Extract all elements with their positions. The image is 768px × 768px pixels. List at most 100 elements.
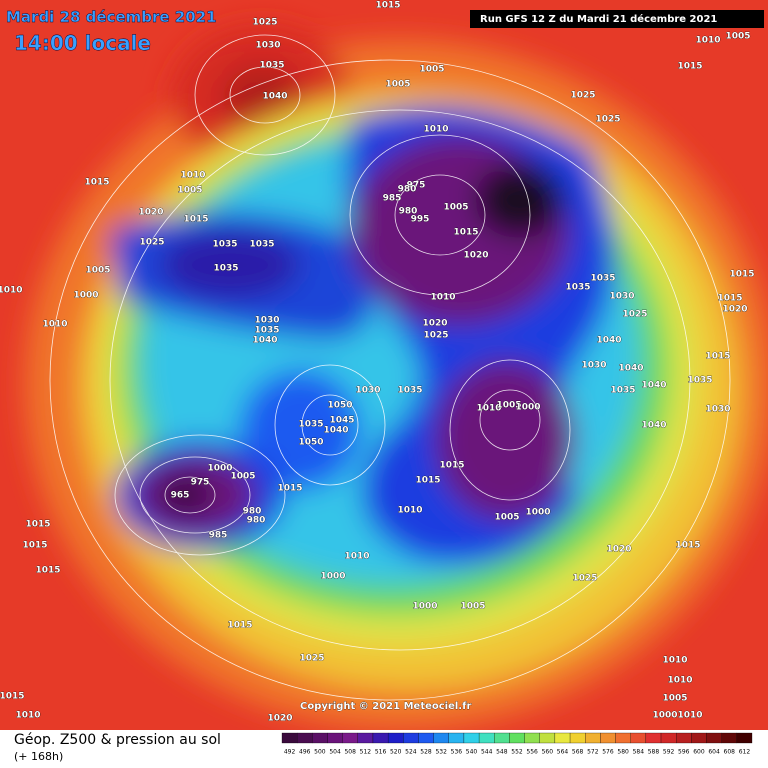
isobar-label: 1015 [439, 461, 464, 471]
isobar-label: 995 [411, 215, 430, 225]
colorbar-tick-label: 504 [329, 749, 341, 756]
colorbar-cell [539, 732, 556, 744]
isobar-label: 1005 [460, 602, 485, 612]
colorbar-cell [509, 732, 525, 744]
copyright: Copyright © 2021 Meteociel.fr [300, 701, 471, 712]
colorbar-tick-label: 540 [466, 749, 478, 756]
isobar-label: 1035 [590, 274, 615, 284]
colorbar-cell [463, 732, 480, 744]
colorbar-cell [721, 732, 737, 744]
isobar-label: 965 [171, 491, 190, 501]
isobar-label: 1000 [525, 508, 550, 518]
colorbar-cell [342, 732, 358, 744]
colorbar-tick-label: 608 [724, 749, 736, 756]
colorbar-cell [706, 732, 722, 744]
isobar-label: 1020 [722, 305, 747, 315]
isobar-label: 1020 [606, 545, 631, 555]
isobar-label: 1040 [641, 421, 666, 431]
colorbar-cell [736, 732, 753, 744]
isobar-label: 1050 [298, 438, 323, 448]
isobar-label: 1005 [443, 203, 468, 213]
colorbar-tick-label: 524 [405, 749, 417, 756]
colorbar-tick-label: 512 [360, 749, 372, 756]
date: Mardi 28 décembre 2021 [6, 8, 217, 26]
isobar-label: 980 [247, 516, 266, 526]
colorbar-cell [448, 732, 465, 744]
colorbar-cell [312, 732, 328, 744]
colorbar-tick-label: 584 [633, 749, 645, 756]
isobar-label: 1025 [572, 574, 597, 584]
isobar-label: 1025 [299, 654, 324, 664]
isobar-label: 975 [407, 181, 426, 191]
colorbar-tick-label: 508 [344, 749, 356, 756]
colorbar-cell [676, 732, 692, 744]
colorbar-tick-label: 612 [739, 749, 751, 756]
colorbar-tick-label: 556 [526, 749, 538, 756]
colorbar-tick-label: 496 [299, 749, 311, 756]
isobar-labels: 1015102510301035104010051005102510251010… [0, 0, 755, 724]
isobar-label: 1010 [397, 506, 422, 516]
isobar-label: 1005 [177, 186, 202, 196]
isobar-label: 1010 [15, 711, 40, 721]
isobar-label: 1035 [687, 376, 712, 386]
isobar-label: 1015 [0, 692, 25, 702]
isobar-label: 1000 [73, 291, 98, 301]
isobar-label: 1030 [705, 405, 730, 415]
footer-title: Géop. Z500 & pression au sol [14, 732, 221, 748]
isobar-label: 1020 [138, 208, 163, 218]
isobar-label: 1000 [207, 464, 232, 474]
isobar-label: 1010 [42, 320, 67, 330]
isobar-label: 1040 [262, 92, 287, 102]
run-info: Run GFS 12 Z du Mardi 21 décembre 2021 [480, 13, 717, 25]
isobar-label: 1000 [320, 572, 345, 582]
colorbar-tick-label: 580 [617, 749, 629, 756]
isobar-label: 1000 [412, 602, 437, 612]
colorbar-cell [585, 732, 601, 744]
colorbar-cell [600, 732, 616, 744]
isobar-label: 1030 [581, 361, 606, 371]
isobar-label: 1020 [267, 714, 292, 724]
isobar-label: 1040 [596, 336, 621, 346]
colorbar-tick-label: 548 [496, 749, 508, 756]
isobar-label: 1035 [259, 61, 284, 71]
isobar-label: 1005 [662, 694, 687, 704]
colorbar-cell [418, 732, 434, 744]
colorbar-cell [478, 732, 495, 744]
colorbar-cell [403, 732, 419, 744]
isobar-label: 1015 [729, 270, 754, 280]
isobar-label: 1010 [476, 404, 501, 414]
isobar-label: 1010 [0, 286, 23, 296]
isobar-label: 1035 [610, 386, 635, 396]
isobar-label: 1035 [213, 264, 238, 274]
isobar-label: 1015 [717, 294, 742, 304]
isobar-label: 1030 [254, 316, 279, 326]
isobar-label: 1035 [397, 386, 422, 396]
isobar-label: 980 [398, 185, 417, 195]
colorbar-tick-label: 536 [451, 749, 463, 756]
colorbar-tick-label: 576 [602, 749, 614, 756]
colorbar-tick-label: 528 [420, 749, 432, 756]
isobar-label: 1015 [277, 484, 302, 494]
isobar-label: 1035 [212, 240, 237, 250]
isobar-label: 1005 [725, 32, 750, 42]
isobar-label: 1040 [252, 336, 277, 346]
colorbar-tick-label: 600 [693, 749, 705, 756]
field [0, 0, 768, 730]
isobar-label: 1025 [139, 238, 164, 248]
isobar-label: 1015 [705, 352, 730, 362]
isobar-label: 1035 [254, 326, 279, 336]
isobar-label: 1015 [25, 520, 50, 530]
isobar-label: 1040 [323, 426, 348, 436]
isobar-label: 1000 [515, 403, 540, 413]
colorbar-cell [281, 732, 298, 744]
colorbar-tick-label: 520 [390, 749, 402, 756]
isobar-label: 1015 [675, 541, 700, 551]
colorbar-tick-label: 568 [572, 749, 584, 756]
isobar-label: 1015 [22, 541, 47, 551]
colorbar-tick-label: 592 [663, 749, 675, 756]
isobar-label: 1035 [249, 240, 274, 250]
isobar-label: 1005 [494, 513, 519, 523]
colorbar-tick-label: 572 [587, 749, 599, 756]
